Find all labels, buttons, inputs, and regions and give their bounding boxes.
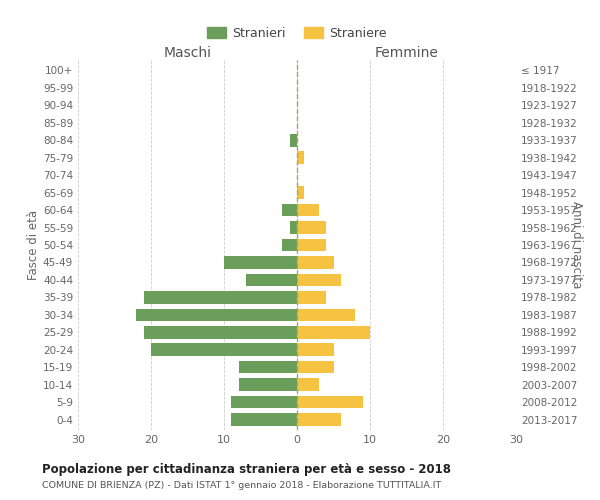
Bar <box>297 256 334 268</box>
Bar <box>136 308 297 321</box>
Y-axis label: Anni di nascita: Anni di nascita <box>570 202 583 288</box>
Bar <box>290 222 297 234</box>
Bar <box>297 344 334 356</box>
Bar <box>246 274 297 286</box>
Bar <box>297 186 304 199</box>
Bar <box>239 361 297 374</box>
Bar <box>297 308 355 321</box>
Bar <box>297 152 304 164</box>
Bar <box>297 378 319 391</box>
Bar <box>283 238 297 252</box>
Text: Femmine: Femmine <box>374 46 439 60</box>
Bar <box>144 291 297 304</box>
Bar <box>151 344 297 356</box>
Text: Maschi: Maschi <box>163 46 212 60</box>
Bar <box>283 204 297 216</box>
Bar <box>297 222 326 234</box>
Bar <box>297 291 326 304</box>
Bar <box>297 361 334 374</box>
Bar <box>224 256 297 268</box>
Text: Popolazione per cittadinanza straniera per età e sesso - 2018: Popolazione per cittadinanza straniera p… <box>42 462 451 475</box>
Bar <box>297 326 370 338</box>
Bar <box>144 326 297 338</box>
Legend: Stranieri, Straniere: Stranieri, Straniere <box>202 22 392 45</box>
Bar <box>239 378 297 391</box>
Text: COMUNE DI BRIENZA (PZ) - Dati ISTAT 1° gennaio 2018 - Elaborazione TUTTITALIA.IT: COMUNE DI BRIENZA (PZ) - Dati ISTAT 1° g… <box>42 481 441 490</box>
Bar <box>290 134 297 146</box>
Bar <box>232 413 297 426</box>
Bar <box>232 396 297 408</box>
Bar <box>297 396 362 408</box>
Bar <box>297 204 319 216</box>
Bar <box>297 413 341 426</box>
Y-axis label: Fasce di età: Fasce di età <box>27 210 40 280</box>
Bar <box>297 238 326 252</box>
Bar <box>297 274 341 286</box>
